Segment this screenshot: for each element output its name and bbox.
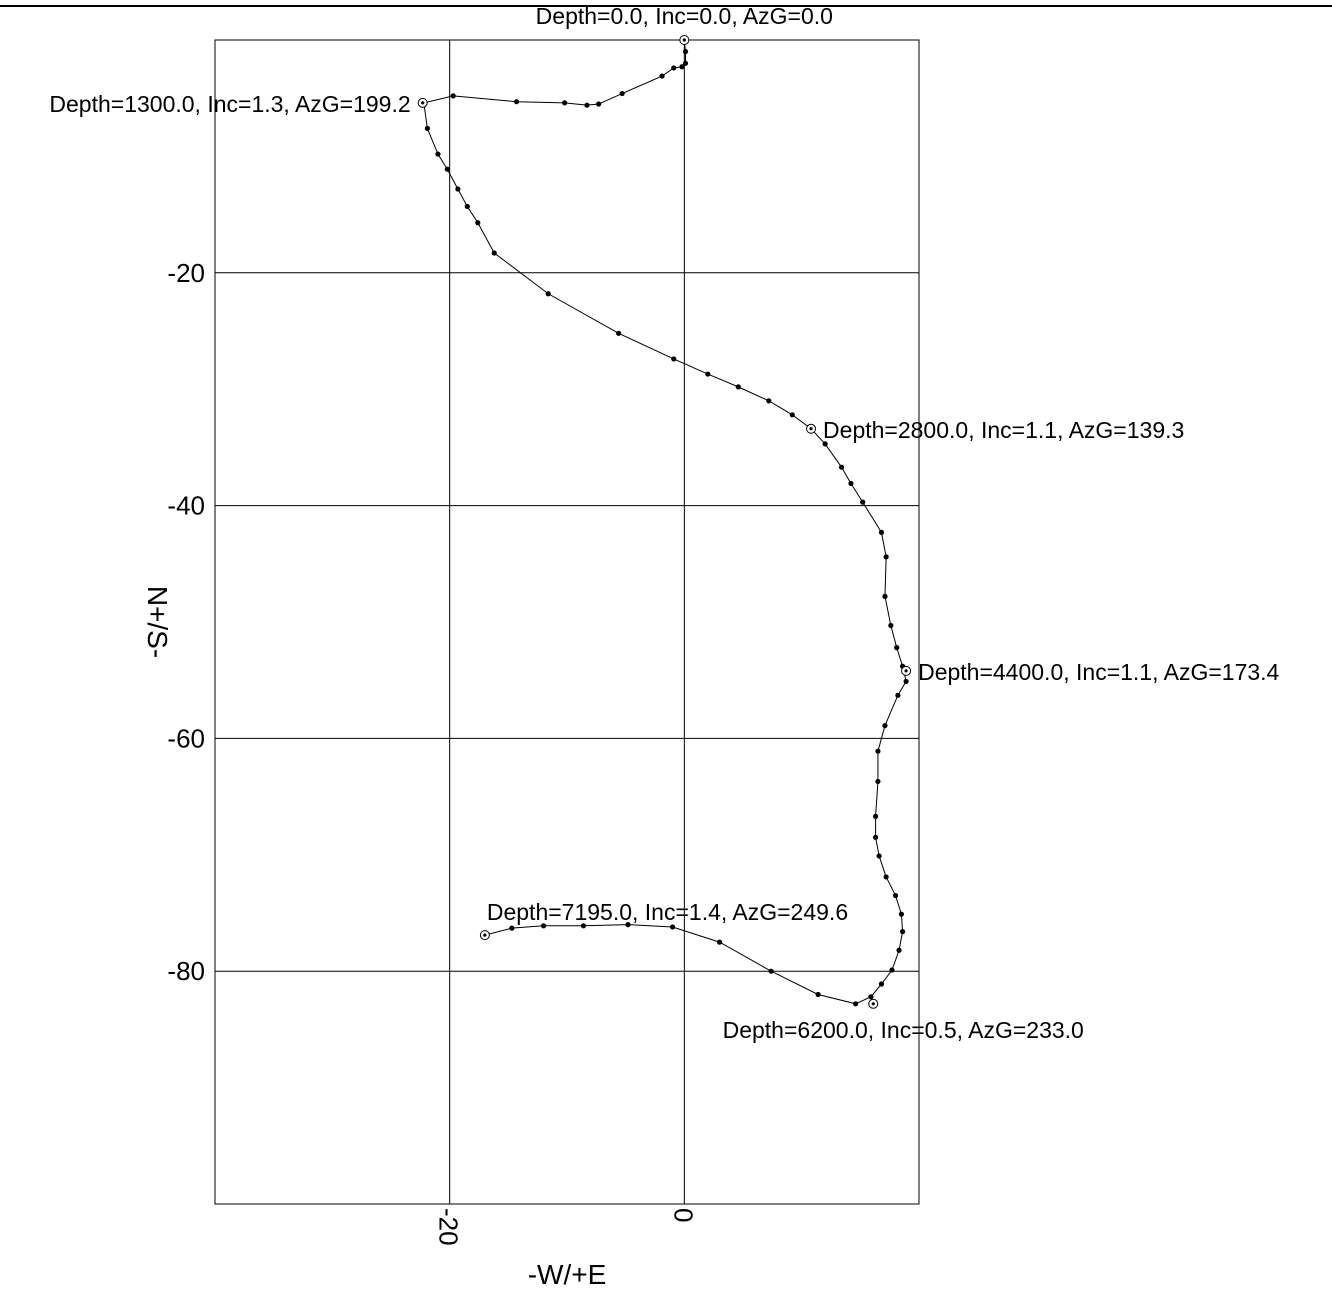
x-tick-label: 0 bbox=[668, 1208, 698, 1222]
survey-point bbox=[435, 151, 441, 157]
survey-point bbox=[882, 593, 888, 599]
grid-lines bbox=[215, 40, 919, 1204]
survey-point bbox=[671, 65, 677, 71]
station-marker-dot bbox=[809, 427, 813, 431]
survey-point bbox=[424, 125, 430, 132]
y-tick-labels: -20 -40 -60 -80 bbox=[167, 258, 205, 986]
survey-point bbox=[584, 102, 590, 108]
survey-point bbox=[898, 911, 905, 917]
survey-point bbox=[878, 981, 885, 987]
survey-point bbox=[679, 64, 685, 70]
survey-point bbox=[838, 464, 845, 470]
survey-point bbox=[562, 100, 568, 106]
survey-point bbox=[455, 186, 461, 192]
survey-point bbox=[883, 874, 889, 880]
survey-point bbox=[475, 220, 481, 226]
survey-point bbox=[450, 93, 456, 99]
survey-point bbox=[896, 947, 902, 953]
survey-point bbox=[545, 291, 551, 297]
survey-point bbox=[860, 499, 866, 505]
survey-point bbox=[875, 778, 881, 785]
station-marker-dot bbox=[421, 101, 425, 105]
survey-point bbox=[596, 101, 602, 107]
survey-point bbox=[789, 412, 795, 418]
station-label: Depth=4400.0, Inc=1.1, AzG=173.4 bbox=[918, 659, 1279, 685]
y-tick-label: -40 bbox=[167, 491, 205, 521]
survey-point bbox=[625, 922, 631, 928]
survey-point bbox=[815, 991, 821, 998]
y-tick-label: -20 bbox=[167, 258, 205, 288]
station-marker-dot bbox=[682, 38, 686, 42]
survey-point bbox=[768, 968, 774, 974]
station-markers bbox=[417, 35, 912, 1009]
survey-point bbox=[540, 923, 547, 929]
station-label: Depth=1300.0, Inc=1.3, AzG=199.2 bbox=[49, 91, 410, 117]
survey-point bbox=[705, 371, 711, 377]
survey-point bbox=[444, 166, 450, 172]
survey-point bbox=[889, 967, 895, 973]
survey-point bbox=[822, 441, 828, 447]
survey-point bbox=[875, 748, 881, 754]
survey-point bbox=[872, 813, 879, 819]
survey-point bbox=[895, 692, 901, 698]
survey-point bbox=[878, 529, 885, 535]
x-axis-label: -W/+E bbox=[528, 1259, 607, 1290]
survey-point bbox=[671, 356, 677, 362]
survey-point bbox=[899, 929, 906, 935]
survey-point bbox=[682, 60, 689, 66]
survey-point bbox=[868, 994, 874, 1000]
x-tick-label: -20 bbox=[434, 1208, 464, 1246]
survey-point bbox=[619, 90, 625, 97]
survey-point bbox=[735, 384, 741, 390]
survey-point bbox=[894, 645, 900, 651]
y-tick-label: -60 bbox=[167, 723, 205, 753]
survey-point bbox=[882, 722, 888, 729]
survey-point bbox=[670, 924, 676, 930]
survey-point bbox=[659, 73, 665, 79]
y-axis-label: N+/S- bbox=[142, 586, 173, 658]
x-tick-labels: -20 0 bbox=[434, 1208, 699, 1246]
station-label: Depth=2800.0, Inc=1.1, AzG=139.3 bbox=[823, 417, 1184, 443]
station-labels: Depth=0.0, Inc=0.0, AzG=0.0 Depth=1300.0,… bbox=[49, 3, 1279, 1043]
survey-point bbox=[848, 480, 854, 487]
station-marker-dot bbox=[904, 669, 908, 673]
station-label: Depth=7195.0, Inc=1.4, AzG=249.6 bbox=[487, 899, 848, 925]
well-track-line bbox=[423, 39, 907, 1005]
station-label: Depth=6200.0, Inc=0.5, AzG=233.0 bbox=[723, 1017, 1084, 1043]
survey-point bbox=[766, 398, 772, 404]
survey-point bbox=[616, 330, 622, 336]
survey-point bbox=[513, 99, 520, 105]
survey-points bbox=[421, 37, 909, 1007]
station-marker-dot bbox=[483, 933, 487, 937]
survey-point bbox=[716, 939, 723, 945]
survey-point bbox=[872, 834, 879, 840]
survey-point bbox=[509, 925, 515, 931]
survey-point bbox=[883, 554, 889, 560]
survey-point bbox=[682, 49, 689, 55]
survey-point bbox=[903, 678, 909, 684]
y-tick-label: -80 bbox=[167, 956, 205, 986]
survey-point bbox=[464, 203, 470, 210]
survey-point bbox=[853, 1001, 859, 1007]
survey-point bbox=[892, 892, 899, 899]
station-label: Depth=0.0, Inc=0.0, AzG=0.0 bbox=[536, 3, 833, 29]
plot-frame bbox=[214, 39, 920, 1205]
survey-point bbox=[491, 250, 497, 256]
survey-point bbox=[580, 923, 587, 929]
survey-point bbox=[888, 622, 894, 629]
survey-point bbox=[876, 853, 882, 859]
station-marker-dot bbox=[871, 1002, 875, 1006]
